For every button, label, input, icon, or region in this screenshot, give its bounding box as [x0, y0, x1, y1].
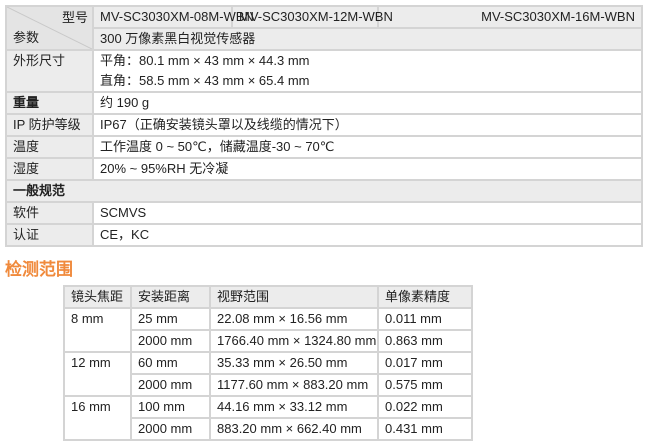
row-label: 认证 [5, 223, 94, 247]
column-header: 单像素精度 [377, 285, 473, 309]
pixel-accuracy-cell: 0.431 mm [377, 417, 473, 441]
spec-table: 型号 参数 MV-SC3030XM-08M-WBN MV-SC3030XM-12… [5, 5, 643, 247]
row-label: 湿度 [5, 157, 94, 181]
range-table: 镜头焦距 安装距离 视野范围 单像素精度 8 mm 25 mm 22.08 mm ×… [63, 285, 473, 441]
column-header: 安装距离 [130, 285, 211, 309]
row-label: IP 防护等级 [5, 113, 94, 137]
table-row: 8 mm 25 mm 22.08 mm × 16.56 mm 0.011 mm [63, 307, 473, 353]
model-name: MV-SC3030XM-08M-WBN [92, 5, 254, 29]
dimension-line: 直角：58.5 mm × 43 mm × 65.4 mm [100, 73, 310, 88]
row-value: IP67（正确安装镜头罩以及线缆的情况下） [92, 113, 643, 137]
row-value: 20% ~ 95%RH 无冷凝 [92, 157, 643, 181]
model-name: MV-SC3030XM-16M-WBN [377, 5, 643, 29]
field-of-view-cell: 1177.60 mm × 883.20 mm [209, 373, 379, 397]
focal-length-cell: 16 mm [63, 395, 132, 441]
focal-length-cell: 8 mm [63, 307, 132, 353]
dimensions-value: 平角：80.1 mm × 43 mm × 44.3 mm 直角：58.5 mm ×… [92, 49, 643, 93]
mount-distance-cell: 2000 mm [130, 373, 211, 397]
row-value: 工作温度 0 ~ 50℃，储藏温度-30 ~ 70℃ [92, 135, 643, 159]
pixel-accuracy-cell: 0.863 mm [377, 329, 473, 353]
param-label: 参数 [13, 30, 40, 45]
param-model-header: 型号 参数 [5, 5, 94, 51]
table-row: 16 mm 100 mm 44.16 mm × 33.12 mm 0.022 mm [63, 395, 473, 441]
mount-distance-cell: 25 mm [130, 307, 211, 331]
column-header: 镜头焦距 [63, 285, 132, 309]
field-of-view-cell: 883.20 mm × 662.40 mm [209, 417, 379, 441]
pixel-accuracy-cell: 0.022 mm [377, 395, 473, 419]
row-label: 软件 [5, 201, 94, 225]
section-header: 一般规范 [5, 179, 643, 203]
table-row: 2000 mm 883.20 mm × 662.40 mm 0.431 mm [64, 417, 473, 441]
table-row: 2000 mm 1177.60 mm × 883.20 mm 0.575 mm [64, 373, 473, 397]
mount-distance-cell: 2000 mm [130, 417, 211, 441]
field-of-view-cell: 1766.40 mm × 1324.80 mm [209, 329, 379, 353]
model-label: 型号 [61, 10, 88, 25]
pixel-accuracy-cell: 0.575 mm [377, 373, 473, 397]
pixel-accuracy-cell: 0.017 mm [377, 351, 473, 375]
table-row: 2000 mm 1766.40 mm × 1324.80 mm 0.863 mm [64, 329, 473, 353]
pixel-accuracy-cell: 0.011 mm [377, 307, 473, 331]
field-of-view-cell: 44.16 mm × 33.12 mm [209, 395, 379, 419]
row-value: SCMVS [92, 201, 643, 225]
mount-distance-cell: 2000 mm [130, 329, 211, 353]
row-label: 温度 [5, 135, 94, 159]
mount-distance-cell: 100 mm [130, 395, 211, 419]
sensor-value: 300 万像素黑白视觉传感器 [92, 27, 643, 51]
row-label: 重量 [5, 91, 94, 115]
row-value: CE，KC [92, 223, 643, 247]
column-header: 视野范围 [209, 285, 379, 309]
section-title: 检测范围 [5, 260, 73, 279]
model-name: MV-SC3030XM-12M-WBN [231, 5, 393, 29]
mount-distance-cell: 60 mm [130, 351, 211, 375]
field-of-view-cell: 22.08 mm × 16.56 mm [209, 307, 379, 331]
table-header-row: 镜头焦距 安装距离 视野范围 单像素精度 [63, 285, 473, 309]
field-of-view-cell: 35.33 mm × 26.50 mm [209, 351, 379, 375]
row-label: 外形尺寸 [5, 49, 94, 93]
row-value: 约 190 g [92, 91, 643, 115]
table-row: 12 mm 60 mm 35.33 mm × 26.50 mm 0.017 mm [63, 351, 473, 397]
dimension-line: 平角：80.1 mm × 43 mm × 44.3 mm [100, 53, 310, 68]
focal-length-cell: 12 mm [63, 351, 132, 397]
